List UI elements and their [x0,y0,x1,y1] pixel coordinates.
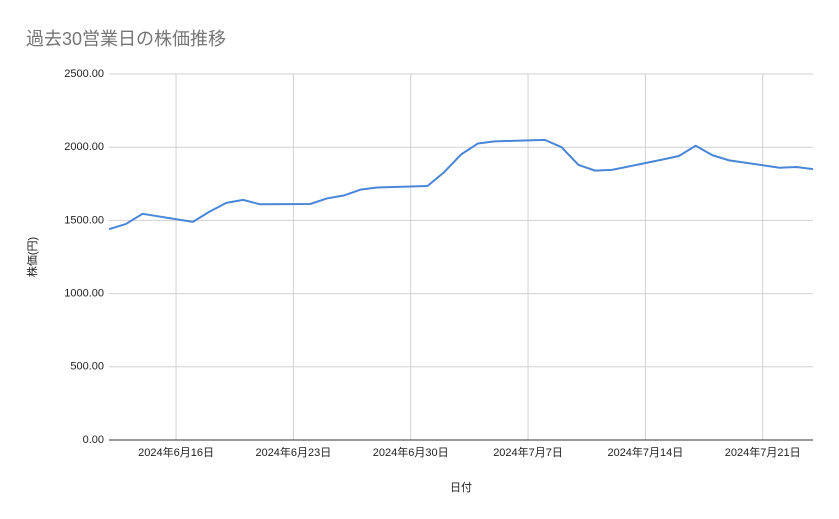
y-tick-label: 2000.00 [64,141,104,153]
y-tick-label: 0.00 [83,434,104,446]
x-tick-label: 2024年7月21日 [725,445,801,459]
x-tick-label: 2024年6月23日 [255,445,331,459]
y-axis-label: 株価(円) [25,237,39,277]
x-tick-label: 2024年7月7日 [493,445,563,459]
chart-title: 過去30営業日の株価推移 [26,29,226,49]
x-tick-label: 2024年7月14日 [607,445,683,459]
x-tick-label: 2024年6月16日 [138,445,214,459]
y-tick-label: 1500.00 [64,214,104,226]
x-axis-label: 日付 [450,481,472,494]
y-tick-label: 2500.00 [64,68,104,80]
y-tick-label: 1000.00 [64,288,104,300]
x-tick-label: 2024年6月30日 [373,445,449,459]
data-line [108,138,814,231]
y-tick-label: 500.00 [70,361,104,373]
